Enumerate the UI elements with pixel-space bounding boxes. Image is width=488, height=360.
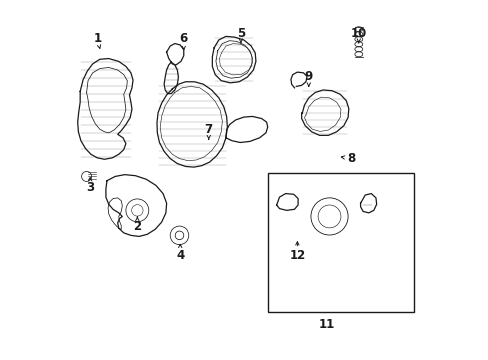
Text: 5: 5: [236, 27, 244, 40]
Text: 9: 9: [304, 70, 312, 83]
Text: 12: 12: [289, 248, 305, 261]
Text: 2: 2: [133, 220, 141, 233]
Text: 6: 6: [179, 32, 187, 45]
Text: 8: 8: [347, 152, 355, 165]
Text: 4: 4: [176, 248, 184, 261]
Text: 7: 7: [204, 123, 212, 136]
Text: 10: 10: [350, 27, 366, 40]
Text: 3: 3: [86, 181, 94, 194]
Bar: [267, 173, 413, 312]
Text: 11: 11: [318, 318, 334, 331]
Text: 1: 1: [93, 32, 101, 45]
